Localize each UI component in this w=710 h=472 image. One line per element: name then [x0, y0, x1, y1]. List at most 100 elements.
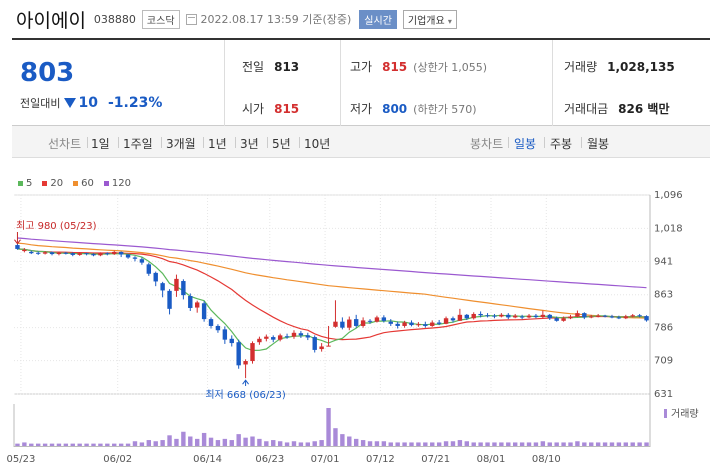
candle [499, 314, 504, 317]
upper-limit: (상한가 1,055) [413, 61, 488, 74]
volume-bar [340, 434, 345, 446]
volume-bar [430, 442, 435, 446]
candle [167, 290, 172, 309]
volume-bar [333, 428, 338, 446]
legend-swatch [103, 181, 109, 186]
candle [63, 252, 69, 254]
volume-bar [208, 437, 214, 446]
volume-bar [575, 441, 580, 446]
candle [146, 264, 152, 274]
volume-bar [132, 441, 138, 446]
volume-bar [554, 442, 559, 446]
volume-bar [243, 437, 248, 446]
candle [512, 315, 518, 318]
volume-bar [526, 442, 532, 446]
candle [595, 315, 601, 317]
candle [443, 318, 449, 324]
stock-code: 038880 [93, 12, 136, 26]
candle [236, 342, 241, 366]
x-tick-label: 06/23 [255, 454, 284, 465]
open-label: 시가 [242, 102, 265, 116]
period-10y[interactable]: 10년 [304, 137, 331, 151]
legend-ma5: 5 [18, 178, 32, 189]
divider [508, 137, 509, 148]
candle [84, 253, 89, 255]
volume-bar [167, 435, 172, 446]
high-label: 고가 [350, 60, 373, 74]
candle [181, 281, 186, 296]
candle-daily[interactable]: 일봉 [514, 137, 537, 151]
x-tick-label: 05/23 [6, 454, 35, 465]
legend-label: 20 [50, 178, 64, 189]
candle [547, 314, 552, 319]
candle [367, 320, 373, 322]
volume-bar [305, 442, 311, 446]
period-3m[interactable]: 3개월 [166, 137, 196, 151]
candle [15, 245, 20, 249]
volume-bar [236, 434, 241, 446]
candle [22, 249, 27, 252]
company-info-dropdown[interactable]: 기업개요 ▾ [402, 9, 457, 29]
stock-name: 아이에이 [16, 9, 86, 32]
volume-bar [153, 441, 158, 446]
candle [471, 313, 476, 319]
candle [153, 272, 158, 282]
period-1y[interactable]: 1년 [208, 137, 227, 151]
candle [416, 324, 421, 326]
volume-bar [582, 442, 587, 446]
volume-bar [533, 442, 539, 446]
candle-weekly[interactable]: 주봉 [550, 137, 573, 151]
volume-bar [409, 442, 414, 446]
change-label: 전일대비 [20, 97, 61, 110]
candle [174, 278, 179, 291]
volume-bar [277, 441, 283, 446]
divider [161, 137, 162, 148]
candle [360, 320, 366, 326]
period-1w[interactable]: 1주일 [123, 137, 153, 151]
change-value: 10 [78, 95, 98, 111]
timestamp-value: 2022.08.17 13:59 [200, 13, 299, 26]
volume-bar [388, 442, 393, 446]
high-price: 고가 815 (상한가 1,055) [350, 58, 487, 75]
volume-bar [70, 443, 75, 446]
period-3y[interactable]: 3년 [240, 137, 259, 151]
change-row: 전일대비 10 -1.23% [20, 95, 162, 111]
volume-bar [160, 440, 165, 446]
candle [160, 283, 165, 291]
volume-bar [540, 441, 546, 446]
x-tick-label: 07/01 [311, 454, 340, 465]
x-tick-label: 08/10 [532, 454, 561, 465]
lower-limit: (하한가 570) [413, 103, 477, 116]
candle [409, 322, 414, 326]
x-tick-label: 08/01 [477, 454, 506, 465]
candle [554, 318, 559, 321]
ma20-line [17, 248, 647, 341]
y-tick-label: 709 [654, 356, 673, 367]
candle [602, 315, 608, 317]
candle [277, 335, 283, 340]
volume-bar [623, 442, 629, 446]
candle [77, 253, 82, 255]
candle [312, 337, 317, 350]
volume-bar [443, 441, 449, 446]
price-box: 803 전일대비 10 -1.23% [12, 40, 225, 126]
volume-bar [568, 442, 573, 446]
chart-toolbar: 선차트 1일 1주일 3개월 1년 3년 5년 10년 봉차트 일봉 주봉 월봉 [12, 126, 710, 158]
volume-label: 거래량 [564, 60, 598, 74]
volume-bar [485, 442, 490, 446]
volume-bar [381, 441, 387, 446]
realtime-button[interactable]: 실시간 [359, 9, 397, 29]
volume-bar [499, 442, 504, 446]
candle [42, 252, 48, 254]
volume-bar [464, 441, 470, 446]
period-5y[interactable]: 5년 [272, 137, 291, 151]
low-price: 저가 800 (하한가 570) [350, 100, 477, 117]
low-annotation: 최저 668 (06/23) [205, 389, 286, 401]
timestamp-basis: 기준(장중) [302, 13, 352, 26]
candle-monthly[interactable]: 월봉 [587, 137, 610, 151]
candle [340, 321, 345, 328]
prev-close-label: 전일 [242, 60, 265, 74]
volume-bar [146, 440, 152, 446]
market-badge: 코스닥 [141, 9, 180, 29]
period-1d[interactable]: 1일 [91, 137, 110, 151]
